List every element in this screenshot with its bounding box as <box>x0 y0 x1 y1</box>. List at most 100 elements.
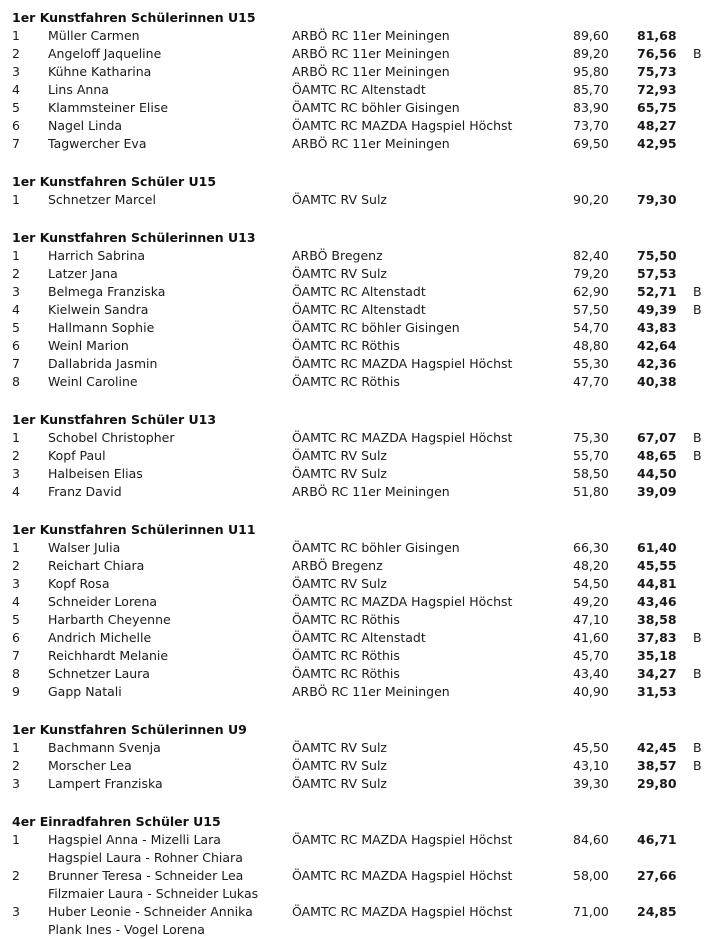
table-row: 1 Hagspiel Anna - Mizelli Lara Hagspiel … <box>12 831 709 867</box>
name-line-1: Schobel Christopher <box>48 430 175 445</box>
b-flag-cell: B <box>693 740 702 755</box>
b-flag-cell: B <box>693 666 702 681</box>
final-score-cell: 48,27 <box>637 118 677 133</box>
name-cell: Latzer Jana <box>48 265 292 283</box>
name-line-1: Bachmann Svenja <box>48 740 161 755</box>
final-score-cell: 57,53 <box>637 266 677 281</box>
rank-cell: 1 <box>12 740 20 755</box>
final-score-cell: 38,58 <box>637 612 677 627</box>
preliminary-score-cell: 89,60 <box>573 28 609 43</box>
rank-cell: 6 <box>12 338 20 353</box>
name-cell: Walser Julia <box>48 539 292 557</box>
section-title: 1er Kunstfahren Schüler U15 <box>12 174 217 189</box>
name-cell: Harrich Sabrina <box>48 247 292 265</box>
b-flag-cell: B <box>693 302 702 317</box>
table-row: 1 Bachmann Svenja ÖAMTC RV Sulz 45,50 42… <box>12 739 709 757</box>
final-score-cell: 42,64 <box>637 338 677 353</box>
name-cell: Schnetzer Laura <box>48 665 292 683</box>
final-score-cell: 46,71 <box>637 832 677 847</box>
final-score-cell: 48,65 <box>637 448 677 463</box>
rank-cell: 2 <box>12 46 20 61</box>
club-cell: ÖAMTC RV Sulz <box>292 448 387 463</box>
section-rows: 1 Schobel Christopher ÖAMTC RC MAZDA Hag… <box>12 429 709 501</box>
name-cell: Andrich Michelle <box>48 629 292 647</box>
b-flag-cell: B <box>693 284 702 299</box>
name-line-1: Kühne Katharina <box>48 64 152 79</box>
name-line-1: Harbarth Cheyenne <box>48 612 171 627</box>
table-row: 4 Schneider Lorena ÖAMTC RC MAZDA Hagspi… <box>12 593 709 611</box>
name-line-1: Harrich Sabrina <box>48 248 146 263</box>
preliminary-score-cell: 57,50 <box>573 302 609 317</box>
section-rows: 1 Bachmann Svenja ÖAMTC RV Sulz 45,50 42… <box>12 739 709 793</box>
final-score-cell: 75,50 <box>637 248 677 263</box>
name-line-1: Reichhardt Melanie <box>48 648 169 663</box>
final-score-cell: 37,83 <box>637 630 677 645</box>
rank-cell: 6 <box>12 118 20 133</box>
table-row: 2 Reichart Chiara ARBÖ Bregenz 48,20 45,… <box>12 557 709 575</box>
club-cell: ÖAMTC RC MAZDA Hagspiel Höchst <box>292 430 513 445</box>
result-section: 1er Kunstfahren Schülerinnen U11 1 Walse… <box>12 521 709 701</box>
name-cell: Nagel Linda <box>48 117 292 135</box>
final-score-cell: 43,83 <box>637 320 677 335</box>
preliminary-score-cell: 82,40 <box>573 248 609 263</box>
preliminary-score-cell: 71,00 <box>573 904 609 919</box>
section-title: 1er Kunstfahren Schülerinnen U9 <box>12 722 247 737</box>
name-cell: Reichhardt Melanie <box>48 647 292 665</box>
name-cell: Schobel Christopher <box>48 429 292 447</box>
name-line-1: Müller Carmen <box>48 28 140 43</box>
name-line-1: Hallmann Sophie <box>48 320 155 335</box>
rank-cell: 3 <box>12 284 20 299</box>
club-cell: ARBÖ RC 11er Meiningen <box>292 64 450 79</box>
club-cell: ÖAMTC RC Röthis <box>292 612 400 627</box>
preliminary-score-cell: 58,00 <box>573 868 609 883</box>
rank-cell: 4 <box>12 82 20 97</box>
final-score-cell: 81,68 <box>637 28 677 43</box>
preliminary-score-cell: 51,80 <box>573 484 609 499</box>
club-cell: ARBÖ RC 11er Meiningen <box>292 136 450 151</box>
club-cell: ÖAMTC RV Sulz <box>292 576 387 591</box>
name-cell: Reichart Chiara <box>48 557 292 575</box>
section-rows: 1 Harrich Sabrina ARBÖ Bregenz 82,40 75,… <box>12 247 709 391</box>
rank-cell: 3 <box>12 64 20 79</box>
preliminary-score-cell: 43,40 <box>573 666 609 681</box>
name-line-1: Klammsteiner Elise <box>48 100 169 115</box>
rank-cell: 8 <box>12 374 20 389</box>
name-cell: Bachmann Svenja <box>48 739 292 757</box>
final-score-cell: 61,40 <box>637 540 677 555</box>
name-line-1: Nagel Linda <box>48 118 123 133</box>
name-line-1: Dallabrida Jasmin <box>48 356 158 371</box>
preliminary-score-cell: 55,70 <box>573 448 609 463</box>
name-cell: Morscher Lea <box>48 757 292 775</box>
name-line-1: Kielwein Sandra <box>48 302 149 317</box>
final-score-cell: 44,50 <box>637 466 677 481</box>
table-row: 2 Morscher Lea ÖAMTC RV Sulz 43,10 38,57… <box>12 757 709 775</box>
club-cell: ÖAMTC RC MAZDA Hagspiel Höchst <box>292 356 513 371</box>
final-score-cell: 75,73 <box>637 64 677 79</box>
final-score-cell: 43,46 <box>637 594 677 609</box>
name-cell: Belmega Franziska <box>48 283 292 301</box>
table-row: 3 Lampert Franziska ÖAMTC RV Sulz 39,30 … <box>12 775 709 793</box>
table-row: 3 Huber Leonie - Schneider Annika Plank … <box>12 903 709 939</box>
table-row: 2 Brunner Teresa - Schneider Lea Filzmai… <box>12 867 709 903</box>
result-section: 1er Kunstfahren Schülerinnen U13 1 Harri… <box>12 229 709 391</box>
rank-cell: 4 <box>12 302 20 317</box>
rank-cell: 5 <box>12 612 20 627</box>
name-cell: Kühne Katharina <box>48 63 292 81</box>
table-row: 7 Tagwercher Eva ARBÖ RC 11er Meiningen … <box>12 135 709 153</box>
club-cell: ÖAMTC RV Sulz <box>292 266 387 281</box>
table-row: 6 Andrich Michelle ÖAMTC RC Altenstadt 4… <box>12 629 709 647</box>
section-rows: 1 Walser Julia ÖAMTC RC böhler Gisingen … <box>12 539 709 701</box>
club-cell: ARBÖ Bregenz <box>292 558 383 573</box>
table-row: 5 Harbarth Cheyenne ÖAMTC RC Röthis 47,1… <box>12 611 709 629</box>
preliminary-score-cell: 48,20 <box>573 558 609 573</box>
club-cell: ÖAMTC RV Sulz <box>292 466 387 481</box>
rank-cell: 3 <box>12 576 20 591</box>
preliminary-score-cell: 90,20 <box>573 192 609 207</box>
rank-cell: 1 <box>12 28 20 43</box>
name-cell: Angeloff Jaqueline <box>48 45 292 63</box>
club-cell: ARBÖ RC 11er Meiningen <box>292 684 450 699</box>
section-rows: 1 Hagspiel Anna - Mizelli Lara Hagspiel … <box>12 831 709 939</box>
name-line-1: Angeloff Jaqueline <box>48 46 162 61</box>
final-score-cell: 79,30 <box>637 192 677 207</box>
name-line-1: Halbeisen Elias <box>48 466 143 481</box>
